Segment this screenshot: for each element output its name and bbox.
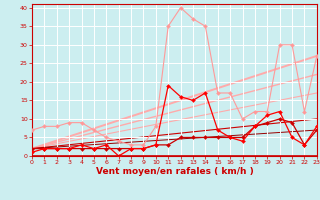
X-axis label: Vent moyen/en rafales ( km/h ): Vent moyen/en rafales ( km/h ) xyxy=(96,167,253,176)
